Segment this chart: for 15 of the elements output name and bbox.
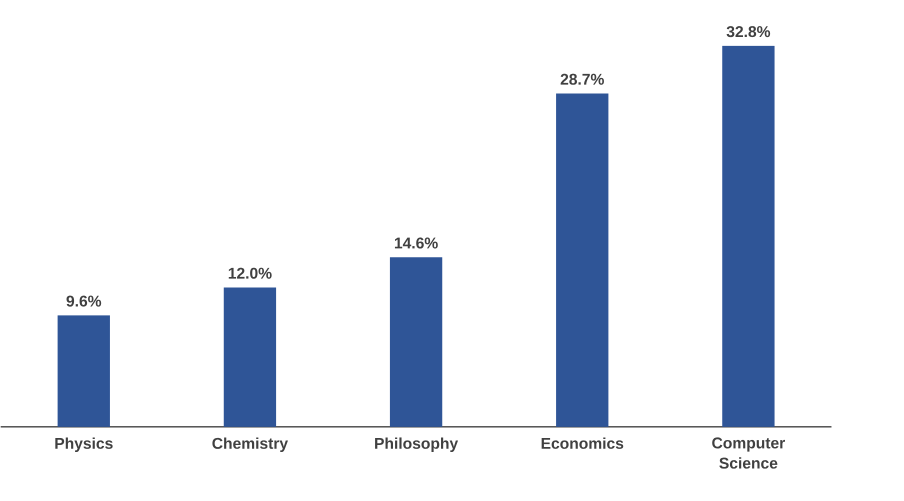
- x-tick-label: Physics: [55, 437, 113, 452]
- x-tick-label: Chemistry: [212, 437, 288, 452]
- x-tick-label: Philosophy: [375, 437, 458, 452]
- data-label: 14.6%: [394, 237, 438, 248]
- x-tick-label: Economics: [542, 437, 624, 449]
- data-label: 9.6%: [66, 295, 102, 307]
- data-label: 12.0%: [228, 268, 272, 279]
- bar: [722, 46, 775, 427]
- bar: [224, 287, 276, 427]
- bar: [556, 93, 608, 427]
- bar: [58, 315, 110, 427]
- data-label: 28.7%: [560, 74, 604, 85]
- x-tick-label: Computer Science: [712, 437, 786, 469]
- data-label: 32.8%: [726, 26, 770, 38]
- bar: [390, 257, 442, 427]
